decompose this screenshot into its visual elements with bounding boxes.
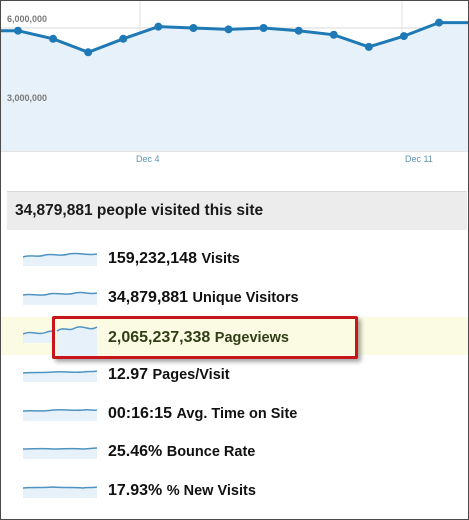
metric-text: 17.93% % New Visits [108,482,256,500]
chart-data-point[interactable] [119,34,128,43]
chart-data-point[interactable] [189,24,198,32]
sparkline-icon [23,291,97,305]
metric-label: Visits [201,251,240,267]
chart-data-point[interactable] [224,25,233,34]
metric-text: 12.97 Pages/Visit [108,366,230,384]
metric-text: 00:16:15 Avg. Time on Site [108,405,297,423]
metric-text: 159,232,148 Visits [108,250,240,268]
chart-points [14,18,443,57]
metric-row-pages-per-visit[interactable]: 12.97 Pages/Visit [1,356,468,394]
metric-row-avg-time-on-site[interactable]: 00:16:15 Avg. Time on Site [1,395,468,433]
metric-row-bounce-rate[interactable]: 25.46% Bounce Rate [1,433,468,471]
sparkline-icon [23,370,97,382]
metric-value: 00:16:15 [108,405,173,422]
metric-value: 12.97 [108,366,149,383]
metric-row-unique-visitors[interactable]: 34,879,881 Unique Visitors [1,279,468,317]
chart-data-point[interactable] [329,30,338,39]
chart-data-point[interactable] [49,34,58,43]
sparkline-icon [23,447,97,459]
summary-bar: 34,879,881 people visited this site [7,191,467,230]
metric-value: 2,065,237,338 [108,329,211,346]
metric-value: 25.46% [108,443,163,460]
metric-label: Pageviews [214,330,289,346]
pageviews-highlight-callout: 2,065,237,338 Pageviews [52,316,358,359]
summary-text: 34,879,881 people visited this site [15,202,264,219]
x-tick-label-dec4: Dec 4 [136,154,160,164]
chart-data-point[interactable] [435,18,443,27]
metric-label: Bounce Rate [166,444,256,460]
chart-area-fill [1,22,468,151]
sparkline-icon [23,408,97,421]
metric-value: 159,232,148 [108,250,197,267]
sparkline-icon [23,486,97,498]
metric-value: 17.93% [108,482,163,499]
y-tick-label-3m: 3,000,000 [7,93,47,103]
sparkline-icon [56,326,98,356]
metric-label: Avg. Time on Site [176,406,298,422]
metric-row-new-visits[interactable]: 17.93% % New Visits [1,472,468,510]
chart-data-point[interactable] [294,26,303,35]
chart-data-point[interactable] [154,22,163,31]
chart-data-point[interactable] [399,32,408,41]
metric-label: Pages/Visit [152,367,230,383]
metric-label: Unique Visitors [192,290,299,306]
chart-data-point[interactable] [364,42,373,51]
metric-text: 25.46% Bounce Rate [108,443,255,461]
metric-label: % New Visits [166,483,256,499]
highlight-metric-text: 2,065,237,338 Pageviews [108,329,289,347]
y-tick-label-6m: 6,000,000 [7,14,47,24]
x-tick-label-dec11: Dec 11 [405,154,433,164]
metric-text: 34,879,881 Unique Visitors [108,289,299,307]
visits-over-time-chart: 6,000,000 3,000,000 Dec 4 Dec 11 [1,1,468,173]
chart-data-point[interactable] [14,26,22,35]
chart-data-point[interactable] [84,48,93,57]
sparkline-icon [23,252,97,266]
metric-row-visits[interactable]: 159,232,148 Visits [1,240,468,278]
metric-value: 34,879,881 [108,289,189,306]
chart-data-point[interactable] [259,24,268,32]
